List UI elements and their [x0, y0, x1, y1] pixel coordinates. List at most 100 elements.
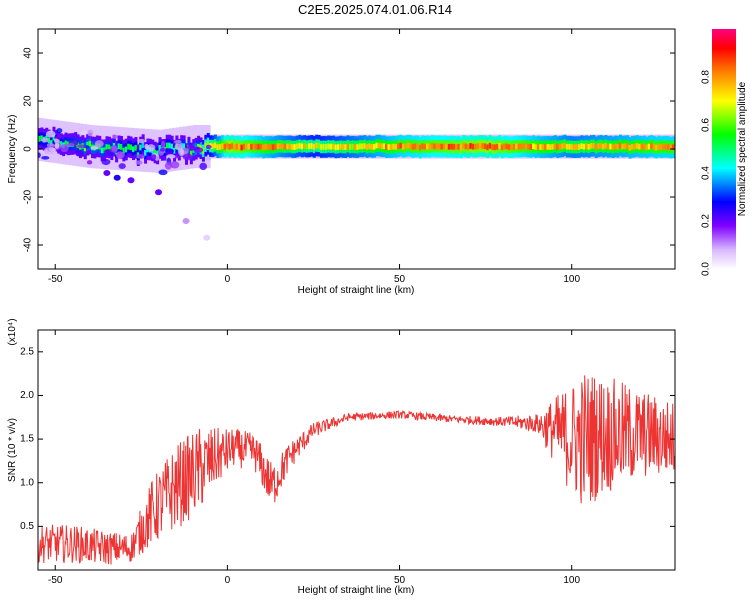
ridge-cell: [380, 143, 384, 150]
scatter-blob: [187, 143, 195, 151]
ridge-cell: [462, 142, 466, 149]
ridge-cell: [418, 144, 422, 151]
ridge-core: [38, 126, 675, 167]
ridge-cell: [305, 143, 309, 150]
ridge-cell: [373, 143, 377, 150]
ridge-cell: [512, 143, 516, 150]
ridge-cell: [594, 144, 598, 151]
scatter-blob: [90, 145, 99, 150]
scatter-blob: [118, 163, 126, 169]
ridge-cell: [105, 144, 109, 150]
ridge-cell: [211, 143, 215, 150]
scatter-blob: [151, 154, 157, 160]
ridge-cell: [544, 144, 548, 150]
scatter-point: [203, 234, 211, 241]
ridge-cell: [353, 144, 357, 150]
colorbar: 0.0 0.2 0.4 0.6 0.8 Normalized spectral ampl…: [701, 29, 748, 276]
x-tick-label: -50: [48, 575, 63, 586]
ridge-cell: [539, 144, 543, 150]
ridge-cell: [604, 142, 608, 149]
ridge-cell: [565, 143, 569, 150]
scatter-point: [103, 170, 111, 176]
colorbar-tick-label: 0.4: [701, 166, 712, 180]
ridge-cell: [324, 144, 328, 150]
ridge-cell: [401, 143, 405, 150]
y-tick-label: 2.5: [20, 346, 34, 357]
ridge-cell: [645, 144, 649, 151]
ridge-cell: [556, 144, 560, 151]
scatter-blob: [66, 142, 75, 147]
scatter-blob: [41, 156, 50, 160]
ridge-cell: [329, 143, 333, 150]
scatter-blob: [75, 149, 83, 157]
ridge-cell: [170, 143, 174, 150]
ridge-cell: [450, 143, 454, 150]
ridge-cell: [363, 143, 367, 149]
ridge-cell: [293, 144, 297, 150]
ridge-cell: [481, 143, 485, 149]
scatter-blob: [158, 169, 168, 176]
ridge-cell: [141, 142, 145, 148]
scatter-blob: [138, 138, 146, 144]
ridge-cell: [320, 144, 324, 150]
ridge-cell: [271, 144, 275, 151]
ridge-cell: [618, 142, 622, 149]
scatter-blob: [169, 161, 180, 169]
ridge-cell: [626, 143, 630, 149]
scatter-blob: [94, 140, 104, 148]
ridge-cell: [86, 141, 90, 148]
scatter-point: [113, 174, 121, 181]
ridge-cell: [452, 143, 456, 150]
scatter-point: [182, 218, 190, 224]
ridge-cell: [650, 143, 654, 149]
scatter-blob: [80, 130, 88, 136]
spectrogram-heatmap: [38, 117, 675, 241]
ridge-cell: [647, 143, 651, 150]
ridge-cell: [517, 143, 521, 150]
ridge-cell: [529, 144, 533, 150]
scatter-blob: [199, 162, 208, 171]
ridge-cell: [286, 143, 290, 150]
ridge-cell: [312, 143, 316, 150]
ridge-cell: [414, 143, 418, 150]
ridge-cell: [614, 143, 618, 150]
ridge-cell: [488, 142, 492, 149]
ridge-cell: [76, 142, 80, 149]
ridge-cell: [433, 143, 437, 150]
ridge-cell: [358, 143, 362, 150]
ridge-cell: [602, 143, 606, 150]
ridge-cell: [476, 143, 480, 150]
ridge-cell: [454, 144, 458, 150]
ridge-cell: [464, 143, 468, 150]
colorbar-tick-label: 0.8: [701, 70, 712, 84]
scatter-blob: [166, 154, 176, 159]
ridge-cell: [520, 143, 524, 150]
snr-ticks: -50 0 50 100 0.5 1.0 1.5 2.0 2.5: [20, 330, 675, 586]
ridge-cell: [409, 143, 413, 149]
ridge-cell: [100, 147, 104, 154]
ridge-cell: [438, 143, 442, 150]
ridge-cell: [274, 143, 278, 150]
ridge-cell: [397, 143, 401, 150]
ridge-cell: [50, 140, 54, 146]
ridge-cell: [534, 144, 538, 150]
ridge-cell: [570, 144, 574, 150]
ridge-cell: [254, 143, 258, 150]
ridge-cell: [471, 143, 475, 150]
ridge-cell: [399, 142, 403, 149]
ridge-cell: [524, 143, 528, 150]
snr-y-label: SNR (10 * v/v): [7, 418, 18, 482]
scatter-blob: [55, 138, 60, 144]
ridge-cell: [307, 143, 311, 150]
ridge-cell: [638, 143, 642, 150]
ridge-cell: [575, 144, 579, 150]
scatter-blob: [164, 161, 172, 170]
x-tick-label: 50: [394, 575, 406, 586]
scatter-blob: [76, 144, 86, 148]
ridge-cell: [498, 143, 502, 149]
ridge-cell: [508, 144, 512, 151]
ridge-cell: [457, 143, 461, 150]
ridge-cell: [266, 144, 270, 150]
snr-x-label: Height of straight line (km): [298, 585, 415, 596]
y-tick-label: 20: [23, 95, 34, 107]
